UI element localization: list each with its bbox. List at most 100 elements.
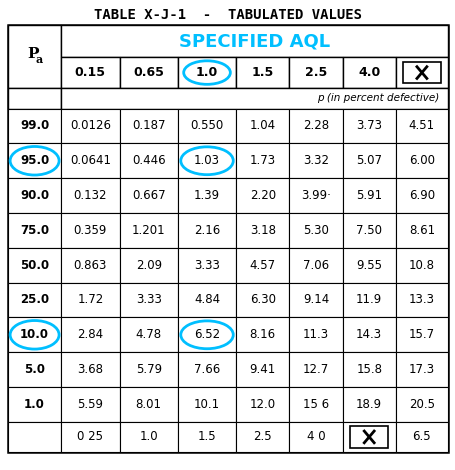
Text: 15 6: 15 6 [302, 398, 329, 411]
Bar [61, 317, 119, 352]
Text: 0.65: 0.65 [133, 66, 164, 79]
Text: 6.5: 6.5 [412, 431, 430, 443]
Bar [177, 282, 236, 317]
Text: 5.59: 5.59 [77, 398, 103, 411]
Text: 90.0: 90.0 [20, 189, 49, 202]
Text: 0.550: 0.550 [190, 119, 223, 133]
Text: 14.3: 14.3 [355, 329, 381, 341]
Bar [119, 282, 177, 317]
Text: 1.5: 1.5 [251, 66, 273, 79]
Text: SPECIFIED AQL: SPECIFIED AQL [179, 32, 329, 50]
Bar [342, 109, 395, 143]
Bar [236, 57, 289, 88]
Text: 6.30: 6.30 [249, 293, 275, 306]
Bar [289, 143, 342, 178]
Bar [289, 282, 342, 317]
Text: 0.0126: 0.0126 [70, 119, 111, 133]
Text: 9.14: 9.14 [302, 293, 329, 306]
Text: 1.39: 1.39 [193, 189, 220, 202]
Bar [289, 248, 342, 282]
Text: P: P [27, 47, 38, 61]
Text: 7.06: 7.06 [302, 258, 329, 272]
Bar [177, 422, 236, 452]
Text: 7.66: 7.66 [193, 363, 220, 376]
Bar [395, 178, 447, 213]
Text: 2.5: 2.5 [304, 66, 326, 79]
Text: 3.33: 3.33 [194, 258, 219, 272]
Bar [177, 57, 236, 88]
Text: 8.61: 8.61 [408, 224, 434, 237]
Text: 1.0: 1.0 [139, 431, 158, 443]
Bar [61, 282, 119, 317]
Text: 0.15: 0.15 [75, 66, 106, 79]
Bar [289, 178, 342, 213]
Text: 2.16: 2.16 [193, 224, 220, 237]
Text: 3.73: 3.73 [355, 119, 381, 133]
Bar [177, 352, 236, 387]
Text: 0.132: 0.132 [73, 189, 107, 202]
Text: 8.01: 8.01 [136, 398, 162, 411]
Text: 12.0: 12.0 [249, 398, 275, 411]
Text: 10.0: 10.0 [20, 329, 49, 341]
Bar [8, 422, 61, 452]
Bar [236, 109, 289, 143]
Text: 1.0: 1.0 [196, 66, 217, 79]
Bar [395, 317, 447, 352]
Text: 0 25: 0 25 [77, 431, 103, 443]
Bar [395, 109, 447, 143]
Bar [395, 387, 447, 422]
Bar [395, 422, 447, 452]
Bar [395, 57, 447, 88]
Bar [236, 178, 289, 213]
Bar [395, 248, 447, 282]
Bar [342, 143, 395, 178]
Text: 2.28: 2.28 [302, 119, 329, 133]
Bar [289, 57, 342, 88]
Text: 95.0: 95.0 [20, 154, 49, 167]
Text: 0.187: 0.187 [131, 119, 165, 133]
Text: 6.90: 6.90 [408, 189, 434, 202]
Text: 2.20: 2.20 [249, 189, 275, 202]
Text: 1.0: 1.0 [24, 398, 45, 411]
Bar [236, 282, 289, 317]
Bar [8, 248, 61, 282]
Text: 0.446: 0.446 [131, 154, 165, 167]
Bar [61, 422, 119, 452]
Text: 6.00: 6.00 [408, 154, 434, 167]
Text: a: a [36, 54, 43, 65]
Text: 10.8: 10.8 [408, 258, 434, 272]
Bar [61, 109, 119, 143]
Bar [61, 88, 447, 109]
Bar [342, 387, 395, 422]
Text: 0.863: 0.863 [74, 258, 107, 272]
Text: 2.09: 2.09 [135, 258, 162, 272]
Bar [342, 213, 395, 248]
Bar [395, 213, 447, 248]
Bar [402, 62, 440, 84]
Bar [177, 213, 236, 248]
Text: 4.0: 4.0 [357, 66, 379, 79]
Bar [342, 248, 395, 282]
Text: 20.5: 20.5 [408, 398, 434, 411]
Text: 4.84: 4.84 [193, 293, 220, 306]
Text: 8.16: 8.16 [249, 329, 275, 341]
Bar [61, 25, 447, 57]
Text: 4.78: 4.78 [135, 329, 162, 341]
Text: 9.55: 9.55 [355, 258, 381, 272]
Bar [119, 387, 177, 422]
Bar [289, 213, 342, 248]
Bar [236, 143, 289, 178]
Text: 11.3: 11.3 [302, 329, 329, 341]
Bar [395, 352, 447, 387]
Bar [236, 317, 289, 352]
Text: TABLE X-J-1  -  TABULATED VALUES: TABLE X-J-1 - TABULATED VALUES [94, 8, 361, 22]
Bar [236, 387, 289, 422]
Bar [119, 109, 177, 143]
Bar [119, 178, 177, 213]
Bar [395, 282, 447, 317]
Bar [61, 248, 119, 282]
Text: 13.3: 13.3 [408, 293, 434, 306]
Text: 3.33: 3.33 [136, 293, 161, 306]
Text: 3.68: 3.68 [77, 363, 103, 376]
Text: 7.50: 7.50 [355, 224, 381, 237]
